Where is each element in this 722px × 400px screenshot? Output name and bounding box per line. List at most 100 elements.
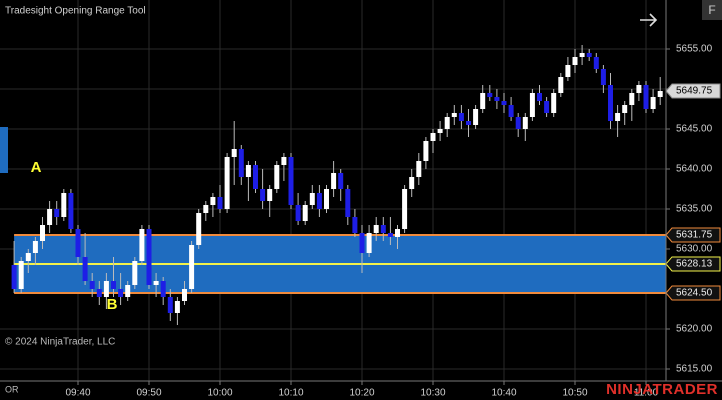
price-tag-label: 5624.50 [676, 288, 713, 299]
candle-body [196, 213, 202, 245]
candle-body [437, 129, 443, 133]
candle-body [174, 301, 180, 313]
chart-title: Tradesight Opening Range Tool [5, 6, 146, 17]
candle-body [515, 117, 521, 129]
candle-body [600, 69, 606, 85]
footer-label: OR [5, 384, 19, 394]
candle-body [68, 193, 74, 229]
candle-body [657, 91, 663, 97]
candle-body [373, 225, 379, 233]
candle-body [274, 165, 280, 189]
candle-body [522, 117, 528, 129]
x-tick-label: 10:40 [491, 388, 516, 399]
candle-body [593, 57, 599, 69]
candle-body [11, 265, 17, 289]
candle-body [96, 289, 102, 297]
candle-body [75, 229, 81, 257]
candle-body [253, 165, 258, 189]
toolbar-button-label[interactable]: F [708, 3, 715, 17]
x-tick-label: 10:00 [207, 388, 232, 399]
candle-body [508, 105, 514, 117]
candle-body [203, 205, 209, 213]
price-tag-label: 5649.75 [676, 86, 713, 97]
candle-body [629, 93, 635, 105]
price-tag-label: 5631.75 [676, 230, 713, 241]
candle-body [494, 97, 500, 101]
side-tab[interactable] [0, 127, 8, 173]
x-tick-label: 10:30 [420, 388, 445, 399]
candle-body [480, 93, 486, 109]
candle-body [451, 113, 457, 117]
y-tick-label: 5615.00 [676, 364, 713, 375]
x-tick-label: 09:50 [136, 388, 161, 399]
candle-body [331, 173, 337, 189]
candle-body [245, 165, 251, 177]
candle-body [409, 177, 415, 189]
candle-body [615, 113, 621, 121]
candle-body [402, 189, 408, 229]
candle-body [636, 85, 642, 93]
price-tag [665, 227, 721, 243]
candle-body [466, 121, 471, 125]
candle-body [82, 257, 88, 281]
candle-body [643, 85, 649, 109]
watermark: © 2024 NinjaTrader, LLC [5, 337, 115, 348]
candle-body [501, 101, 507, 105]
candle-body [316, 193, 322, 209]
candle-body [558, 77, 564, 93]
price-tag-label: 5628.13 [676, 259, 713, 270]
x-tick-label: 09:40 [65, 388, 90, 399]
candle-body [473, 109, 479, 125]
candle-body [288, 157, 294, 205]
candle-body [529, 93, 535, 117]
candle-body [345, 189, 351, 217]
candle-body [309, 193, 315, 205]
candle-body [139, 229, 145, 261]
candle-body [338, 173, 344, 189]
toolbar-button[interactable] [702, 0, 722, 20]
candle-body [118, 289, 124, 297]
candle-body [387, 233, 393, 237]
candle-body [125, 285, 131, 297]
candle-body [487, 93, 493, 97]
candle-body [572, 57, 578, 65]
candle-body [458, 113, 464, 121]
annotation: B [107, 296, 118, 313]
candle-body [54, 209, 60, 217]
candles [11, 45, 663, 325]
candle-body [281, 157, 287, 165]
candle-body [167, 297, 173, 313]
candle-body [189, 245, 195, 289]
candle-body [103, 281, 109, 297]
candle-body [544, 101, 550, 113]
y-tick-label: 5635.00 [676, 204, 713, 215]
candle-body [111, 281, 116, 289]
arrow-icon[interactable] [640, 13, 658, 27]
candle-body [380, 225, 386, 233]
price-tag [665, 83, 721, 99]
candle-body [366, 233, 372, 253]
candle-body [302, 205, 308, 221]
candle-body [324, 189, 329, 209]
candle-body [160, 281, 166, 297]
candle-body [586, 53, 592, 57]
y-tick-label: 5620.00 [676, 324, 713, 335]
x-tick-label: 11:00 [634, 388, 659, 399]
candle-body [182, 289, 187, 301]
y-tick-label: 5640.00 [676, 164, 713, 175]
candle-body [61, 193, 67, 217]
candle-body [40, 225, 45, 241]
candle-body [608, 85, 613, 121]
y-tick-label: 5645.00 [676, 124, 713, 135]
candle-body [89, 281, 95, 289]
candle-body [359, 233, 365, 253]
price-tag [665, 285, 721, 301]
brand-logo: NINJATRADER [606, 381, 718, 398]
candle-body [565, 65, 571, 77]
axis: 5615.00 5620.00 5630.00 5635.00 5640.00 5645.… [65, 44, 721, 399]
candle-body [32, 241, 38, 253]
x-tick-label: 10:10 [278, 388, 303, 399]
